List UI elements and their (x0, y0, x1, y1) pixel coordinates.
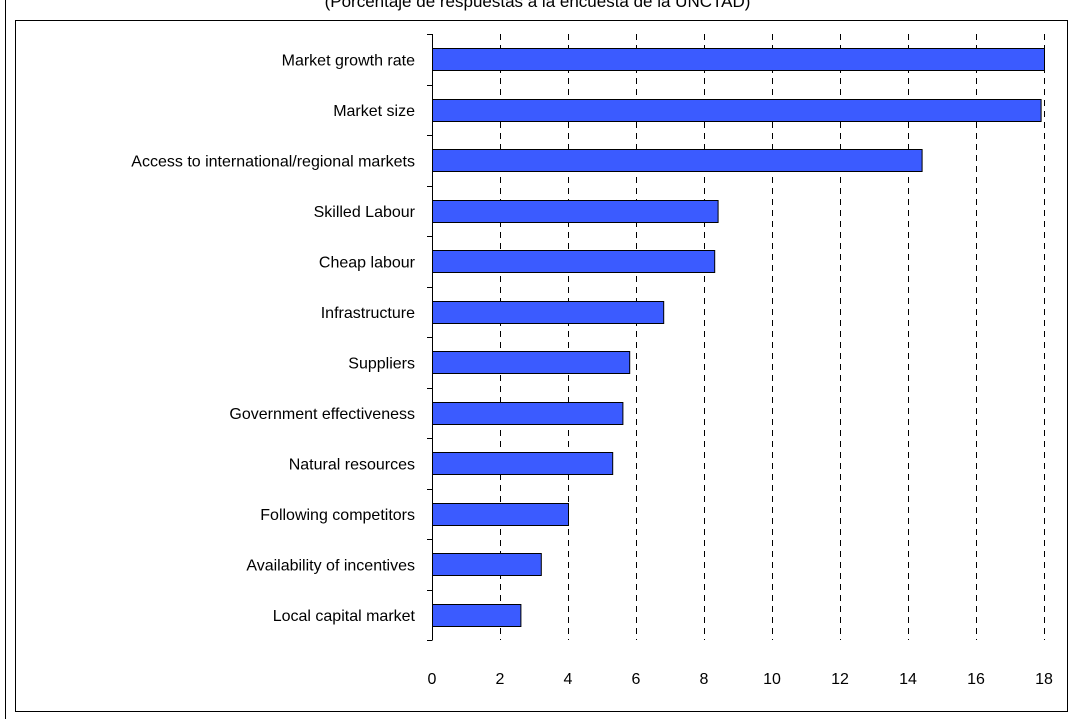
x-tick-label-7: 14 (899, 671, 917, 688)
bar-3 (432, 200, 719, 223)
bar-9 (432, 503, 569, 526)
x-tick-label-2: 4 (564, 671, 573, 688)
category-label-7: Government effectiveness (229, 406, 415, 423)
bar-2 (432, 149, 923, 172)
category-label-0: Market growth rate (282, 52, 415, 69)
bar-10 (432, 553, 542, 576)
bar-7 (432, 402, 624, 425)
chart-subtitle: (Porcentaje de respuestas a la encuesta … (324, 0, 751, 11)
category-label-11: Local capital market (273, 608, 416, 625)
category-labels: Market growth rate Market size Access to i… (131, 52, 415, 625)
bars (432, 48, 1045, 627)
bar-6 (432, 351, 631, 374)
tick-labels: 0 2 4 6 8 10 12 14 16 18 (428, 671, 1053, 688)
x-tick-label-6: 12 (831, 671, 849, 688)
category-label-5: Infrastructure (321, 305, 415, 322)
bar-8 (432, 452, 614, 475)
category-label-1: Market size (333, 103, 415, 120)
category-label-6: Suppliers (348, 355, 415, 372)
bar-4 (432, 250, 716, 273)
page-border-line (5, 0, 6, 719)
category-label-4: Cheap labour (319, 254, 416, 271)
bar-5 (432, 301, 665, 324)
bar-1 (432, 99, 1042, 122)
x-tick-label-0: 0 (428, 671, 437, 688)
axes (427, 34, 433, 641)
bar-0 (432, 48, 1045, 71)
category-label-9: Following competitors (260, 507, 415, 524)
x-tick-label-4: 8 (700, 671, 709, 688)
x-tick-label-9: 18 (1035, 671, 1053, 688)
x-tick-label-5: 10 (763, 671, 781, 688)
category-label-2: Access to international/regional markets (131, 153, 415, 170)
x-tick-label-3: 6 (632, 671, 641, 688)
category-label-10: Availability of incentives (246, 557, 415, 574)
category-label-8: Natural resources (289, 456, 415, 473)
bar-11 (432, 604, 522, 627)
x-tick-label-1: 2 (496, 671, 505, 688)
grid-lines (500, 34, 1045, 640)
chart-frame (15, 20, 1068, 712)
category-label-3: Skilled Labour (314, 204, 416, 221)
x-tick-label-8: 16 (967, 671, 985, 688)
